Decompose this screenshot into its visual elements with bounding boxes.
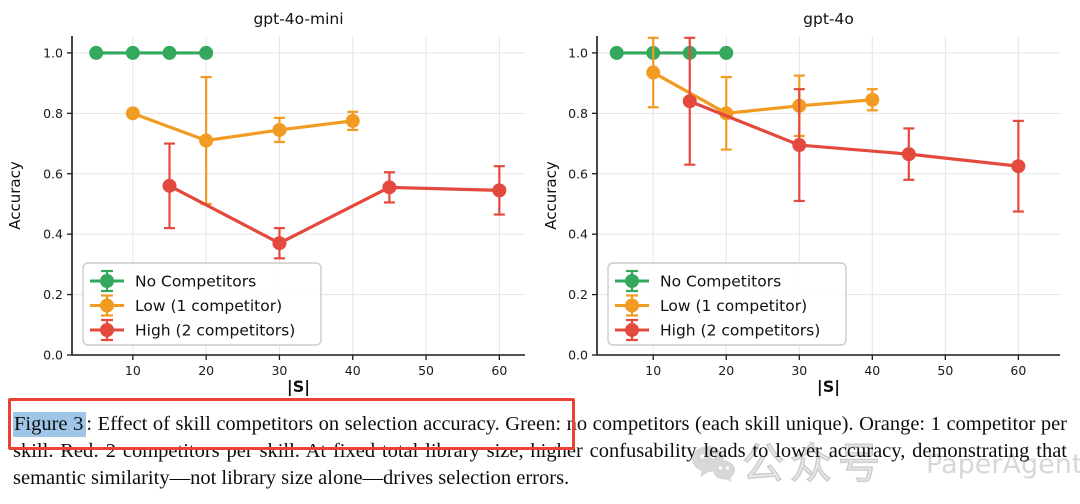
data-point xyxy=(382,180,397,195)
y-tick-label: 0.6 xyxy=(568,166,588,181)
series-0 xyxy=(609,45,734,60)
series-0 xyxy=(89,45,214,60)
y-tick-label: 0.4 xyxy=(43,227,63,242)
data-point xyxy=(792,138,807,153)
chart-gpt-4o: 10 20 30 40 50 60 0.0 0.2 0.4 0.6 0.8 1.0 gpt-4o |S| A… xyxy=(542,10,1060,397)
series-line xyxy=(167,184,501,245)
data-point xyxy=(1011,159,1026,174)
x-tick-label: 60 xyxy=(1010,363,1026,378)
data-point xyxy=(345,113,360,128)
x-tick-label: 10 xyxy=(645,363,661,378)
legend-label: High (2 competitors) xyxy=(135,322,295,340)
y-tick-label: 0.0 xyxy=(568,348,588,363)
x-tick-label: 30 xyxy=(271,363,287,378)
y-tick-label: 0.0 xyxy=(43,348,63,363)
data-point xyxy=(162,178,177,193)
legend-label: Low (1 competitor) xyxy=(660,297,807,315)
data-point xyxy=(162,45,177,60)
charts-row: 10 20 30 40 50 60 0.0 0.2 0.4 0.6 0.8 1.0 gpt-4o-min… xyxy=(6,10,1060,397)
figure-caption: Figure 3: Effect of skill competitors on… xyxy=(13,411,1067,492)
series-1 xyxy=(646,36,880,151)
y-tick-label: 0.8 xyxy=(43,106,63,121)
data-point xyxy=(272,236,287,251)
x-tick-label: 60 xyxy=(491,363,507,378)
x-tick-label: 40 xyxy=(345,363,361,378)
wechat-icon xyxy=(692,446,735,482)
x-tick-label: 20 xyxy=(718,363,734,378)
y-tick-label: 0.8 xyxy=(568,106,588,121)
y-tick-label: 1.0 xyxy=(43,45,63,60)
watermark-cn-text: 公众号 xyxy=(741,439,887,488)
watermark: 公众号 PaperAgent xyxy=(690,436,1080,492)
series-2 xyxy=(682,36,1026,213)
data-point xyxy=(272,122,287,137)
legend-label: No Competitors xyxy=(135,273,256,291)
x-tick-label: 20 xyxy=(198,363,214,378)
data-point xyxy=(682,94,697,109)
data-point xyxy=(89,45,104,60)
data-point xyxy=(609,45,624,60)
series-line xyxy=(688,99,1020,168)
chart-title: gpt-4o xyxy=(803,10,854,28)
legend-label: No Competitors xyxy=(660,273,781,291)
legend-label: High (2 competitors) xyxy=(660,322,820,340)
figure-label-highlight: Figure 3 xyxy=(13,412,87,437)
legend-label: Low (1 competitor) xyxy=(135,297,282,315)
x-tick-label: 30 xyxy=(791,363,807,378)
chart-title: gpt-4o-mini xyxy=(253,10,343,28)
y-axis-label: Accuracy xyxy=(542,161,560,230)
data-point xyxy=(865,92,880,107)
caption-title-sentence: : Effect of skill competitors on selecti… xyxy=(86,413,500,435)
y-tick-label: 0.2 xyxy=(43,287,63,302)
x-tick-label: 50 xyxy=(418,363,434,378)
data-point xyxy=(125,106,140,121)
legend: No Competitors Low (1 competitor) High (2 … xyxy=(82,262,322,346)
axes: 10 20 30 40 50 60 0.0 0.2 0.4 0.6 0.8 1.0 xyxy=(568,36,1060,378)
x-axis-label: |S| xyxy=(287,377,310,397)
data-point xyxy=(901,147,916,162)
data-point xyxy=(125,45,140,60)
caption-body: Green: no competitors (each skill unique… xyxy=(13,413,1067,489)
data-point xyxy=(719,45,734,60)
series-2 xyxy=(162,142,507,260)
chart-gpt-4o-mini: 10 20 30 40 50 60 0.0 0.2 0.4 0.6 0.8 1.0 gpt-4o-min… xyxy=(6,10,525,397)
y-tick-label: 0.2 xyxy=(568,287,588,302)
y-tick-label: 0.6 xyxy=(43,166,63,181)
data-point xyxy=(199,45,214,60)
series-1 xyxy=(125,75,360,206)
x-axis-label: |S| xyxy=(817,377,840,397)
series-line xyxy=(131,111,355,143)
data-point xyxy=(199,133,214,148)
legend: No Competitors Low (1 competitor) High (2 … xyxy=(607,262,847,346)
x-tick-label: 50 xyxy=(937,363,953,378)
y-tick-label: 0.4 xyxy=(568,227,588,242)
x-tick-label: 40 xyxy=(864,363,880,378)
data-point xyxy=(492,183,507,198)
y-tick-label: 1.0 xyxy=(568,45,588,60)
y-axis-label: Accuracy xyxy=(6,161,24,230)
axes: 10 20 30 40 50 60 0.0 0.2 0.4 0.6 0.8 1.0 xyxy=(43,36,525,378)
watermark-en-text: PaperAgent xyxy=(926,448,1080,480)
x-tick-label: 10 xyxy=(125,363,141,378)
data-point xyxy=(646,65,661,80)
